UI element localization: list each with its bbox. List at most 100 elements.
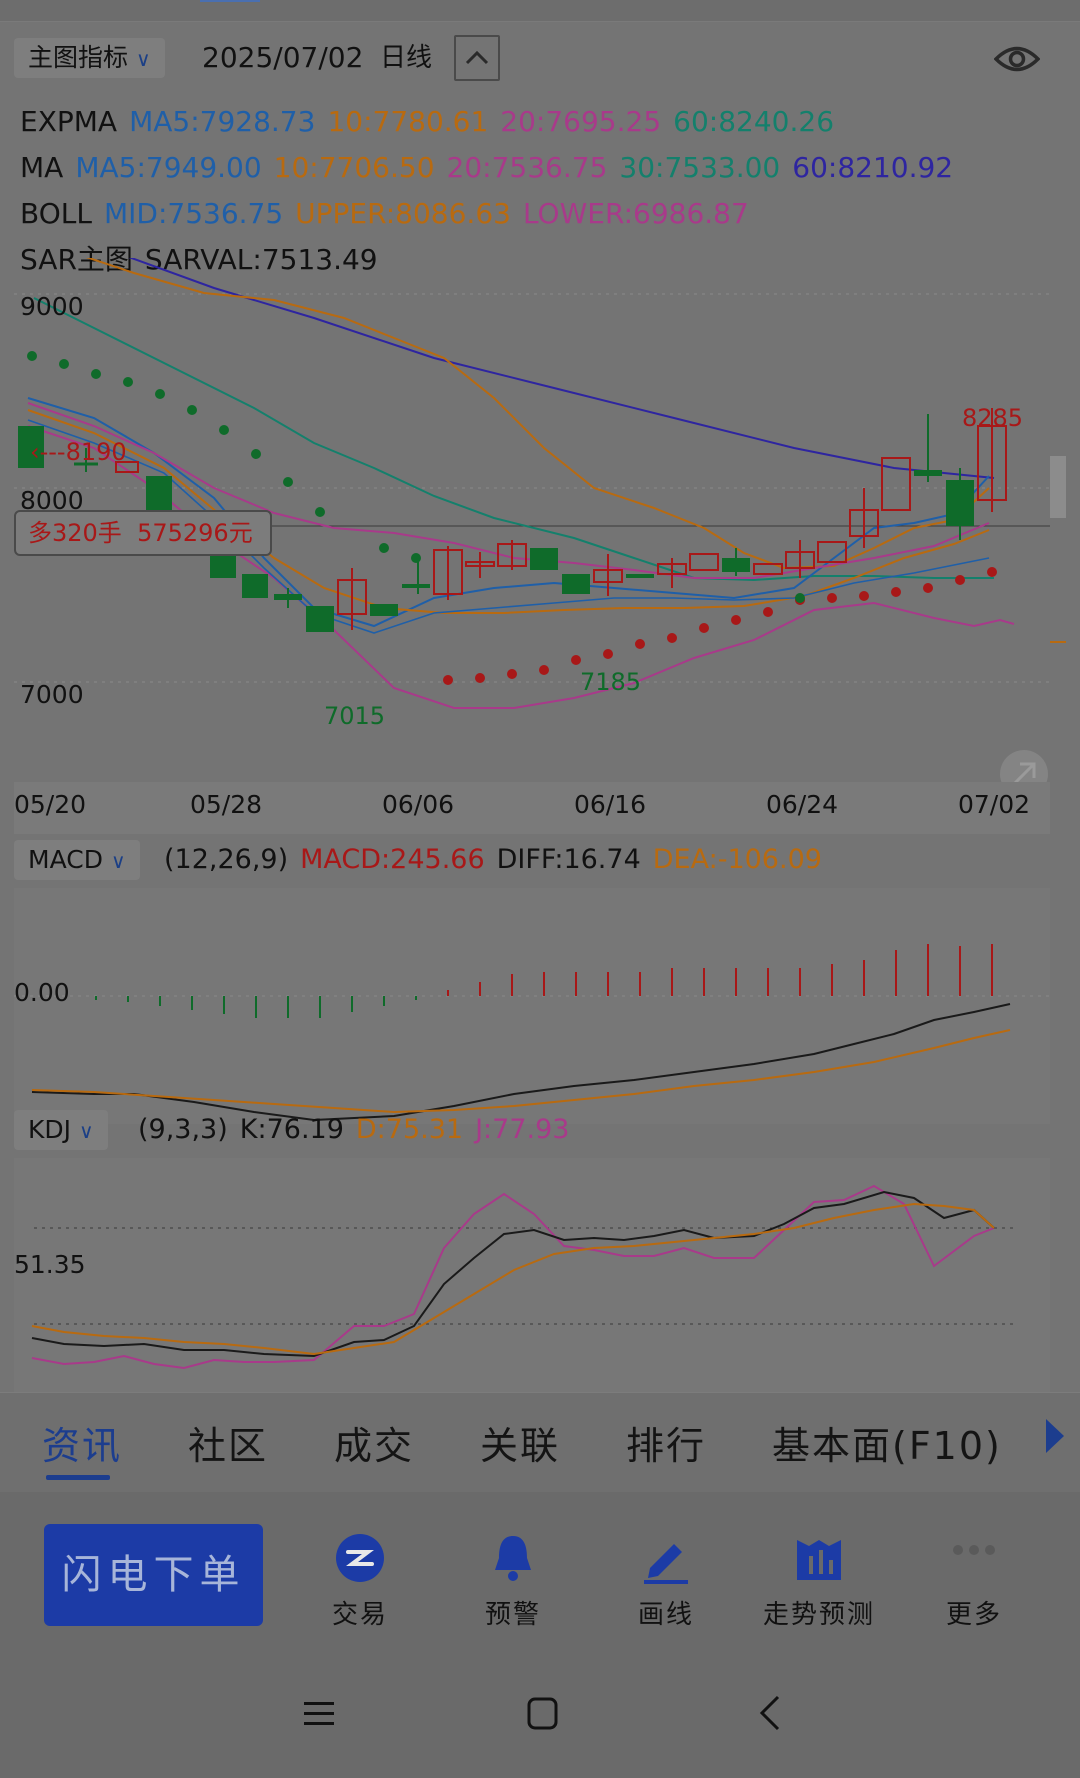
diff-value: DIFF:16.74 xyxy=(496,844,641,875)
x-label-1: 05/28 xyxy=(190,790,263,819)
macd-dropdown-label: MACD xyxy=(28,845,103,874)
tab-related[interactable]: 关联 xyxy=(480,1424,561,1468)
macd-zero-label: 0.00 xyxy=(14,978,70,1007)
trade-button[interactable]: 交易 xyxy=(300,1530,420,1631)
kdj-mid-label: 51.35 xyxy=(14,1250,86,1279)
y-label-9000: 9000 xyxy=(20,292,84,321)
ma-ma60: 60:8210.92 xyxy=(792,151,954,184)
price-edge-marker xyxy=(1050,456,1066,518)
draw-label: 画线 xyxy=(637,1600,694,1630)
price-tag-7015: 7015 xyxy=(324,702,386,730)
kdj-dropdown-label: KDJ xyxy=(28,1115,72,1144)
chart-panel: 主图指标 ∨ 2025/07/02 日线 EXPMA MA5:7928.73 10:7… xyxy=(0,22,1080,1392)
chevron-down-icon: ∨ xyxy=(136,47,151,71)
sar-row: SAR主图 SARVAL:7513.49 xyxy=(20,242,390,278)
price-tag-7185: 7185 xyxy=(580,668,642,696)
draw-button[interactable]: 画线 xyxy=(606,1530,726,1631)
d-value: D:75.31 xyxy=(355,1114,464,1145)
main-indicator-dropdown-label: 主图指标 xyxy=(28,43,129,72)
boll-mid: MID:7536.75 xyxy=(103,197,284,230)
ma-ma5: MA5:7949.00 xyxy=(75,151,262,184)
status-strip xyxy=(0,0,1080,22)
kdj-values-row: (9,3,3) K:76.19 D:75.31 J:77.93 xyxy=(138,1112,581,1148)
x-label-0: 05/20 xyxy=(14,790,87,819)
macd-chart[interactable] xyxy=(14,888,1050,1124)
boll-lower: LOWER:6986.87 xyxy=(522,197,749,230)
trade-label: 交易 xyxy=(331,1600,388,1630)
alert-button[interactable]: 预警 xyxy=(453,1530,573,1631)
tabs-more-arrow-icon[interactable] xyxy=(1046,1419,1064,1453)
back-icon[interactable] xyxy=(756,1694,784,1732)
period-label[interactable]: 日线 xyxy=(380,43,433,73)
chevron-up-icon xyxy=(465,50,489,65)
x-label-3: 06/16 xyxy=(574,790,647,819)
boll-row: BOLL MID:7536.75 UPPER:8086.63 LOWER:6986.8… xyxy=(20,196,761,232)
alert-label: 预警 xyxy=(484,1600,541,1630)
expma-row: EXPMA MA5:7928.73 10:7780.61 20:7695.25 60:8… xyxy=(20,104,846,140)
j-value: J:77.93 xyxy=(475,1114,570,1145)
position-side: 多320手 xyxy=(28,519,122,547)
bottom-tabs: 资讯 社区 成交 关联 排行 基本面(F10) xyxy=(0,1392,1080,1492)
k-value: K:76.19 xyxy=(239,1114,344,1145)
more-label: 更多 xyxy=(945,1600,1002,1630)
bottom-toolbar: 闪电下单 交易 预警 画线 走势预测 更多 xyxy=(0,1494,1080,1654)
kdj-dropdown[interactable]: KDJ ∨ xyxy=(14,1110,108,1150)
price-tag-high: 8285 xyxy=(962,404,1024,432)
chevron-down-icon: ∨ xyxy=(79,1119,94,1143)
ma-row: MA MA5:7949.00 10:7706.50 20:7536.75 30:7533… xyxy=(20,150,965,186)
tab-community[interactable]: 社区 xyxy=(188,1424,269,1468)
boll-upper: UPPER:8086.63 xyxy=(295,197,511,230)
kdj-chart[interactable] xyxy=(14,1158,1050,1392)
tab-trades[interactable]: 成交 xyxy=(334,1424,415,1468)
trade-icon xyxy=(330,1530,390,1586)
macd-value: MACD:245.66 xyxy=(300,844,485,875)
eye-icon[interactable] xyxy=(994,42,1040,76)
price-tag-8190: 8190 xyxy=(65,438,127,466)
forecast-button[interactable]: 走势预测 xyxy=(759,1530,879,1631)
menu-icon[interactable] xyxy=(302,1698,338,1730)
flash-order-button[interactable]: 闪电下单 xyxy=(44,1524,263,1626)
arrow-left-icon: ‹--- xyxy=(30,438,66,466)
forecast-label: 走势预测 xyxy=(762,1600,875,1630)
sar-dots xyxy=(27,351,997,685)
tab-news[interactable]: 资讯 xyxy=(42,1424,123,1468)
ma-label: MA xyxy=(20,151,64,184)
expma-label: EXPMA xyxy=(20,105,118,138)
x-label-2: 06/06 xyxy=(382,790,455,819)
system-navbar xyxy=(0,1654,1080,1778)
position-box[interactable]: 多320手 575296元 xyxy=(14,510,272,556)
chevron-down-icon: ∨ xyxy=(110,849,126,873)
tab-active-indicator xyxy=(46,1475,110,1480)
tab-ranking[interactable]: 排行 xyxy=(626,1424,707,1468)
sar-value: SARVAL:7513.49 xyxy=(144,243,378,276)
x-label-4: 06/24 xyxy=(766,790,839,819)
sar-label: SAR主图 xyxy=(20,243,133,276)
candlestick-chart[interactable] xyxy=(14,258,1066,804)
position-value: 575296元 xyxy=(137,519,253,547)
expma-ma20: 20:7695.25 xyxy=(500,105,662,138)
expma-ma5: MA5:7928.73 xyxy=(129,105,316,138)
boll-label: BOLL xyxy=(20,197,92,230)
macd-params: (12,26,9) xyxy=(164,844,289,875)
status-indicator xyxy=(200,0,260,2)
x-axis xyxy=(14,782,1050,834)
expma-ma60: 60:8240.26 xyxy=(673,105,835,138)
y-label-7000: 7000 xyxy=(20,680,84,709)
price-tag-8190-row: ‹---8190 xyxy=(30,438,127,466)
x-label-5: 07/02 xyxy=(958,790,1031,819)
more-button[interactable]: 更多 xyxy=(914,1530,1034,1631)
home-icon[interactable] xyxy=(526,1696,560,1732)
dea-value: DEA:-106.09 xyxy=(652,844,822,875)
ma-ma10: 10:7706.50 xyxy=(273,151,435,184)
ma-ma20: 20:7536.75 xyxy=(446,151,608,184)
main-indicator-dropdown[interactable]: 主图指标 ∨ xyxy=(14,38,165,78)
forecast-icon xyxy=(789,1530,849,1586)
pen-icon xyxy=(636,1530,696,1586)
collapse-button[interactable] xyxy=(454,35,500,81)
macd-dropdown[interactable]: MACD ∨ xyxy=(14,840,140,880)
chart-date: 2025/07/02 xyxy=(202,41,364,74)
macd-values-row: (12,26,9) MACD:245.66 DIFF:16.74 DEA:-106.0… xyxy=(164,842,834,878)
expma-ma10: 10:7780.61 xyxy=(327,105,489,138)
tab-fundamentals[interactable]: 基本面(F10) xyxy=(772,1424,1002,1468)
ma-ma30: 30:7533.00 xyxy=(619,151,781,184)
